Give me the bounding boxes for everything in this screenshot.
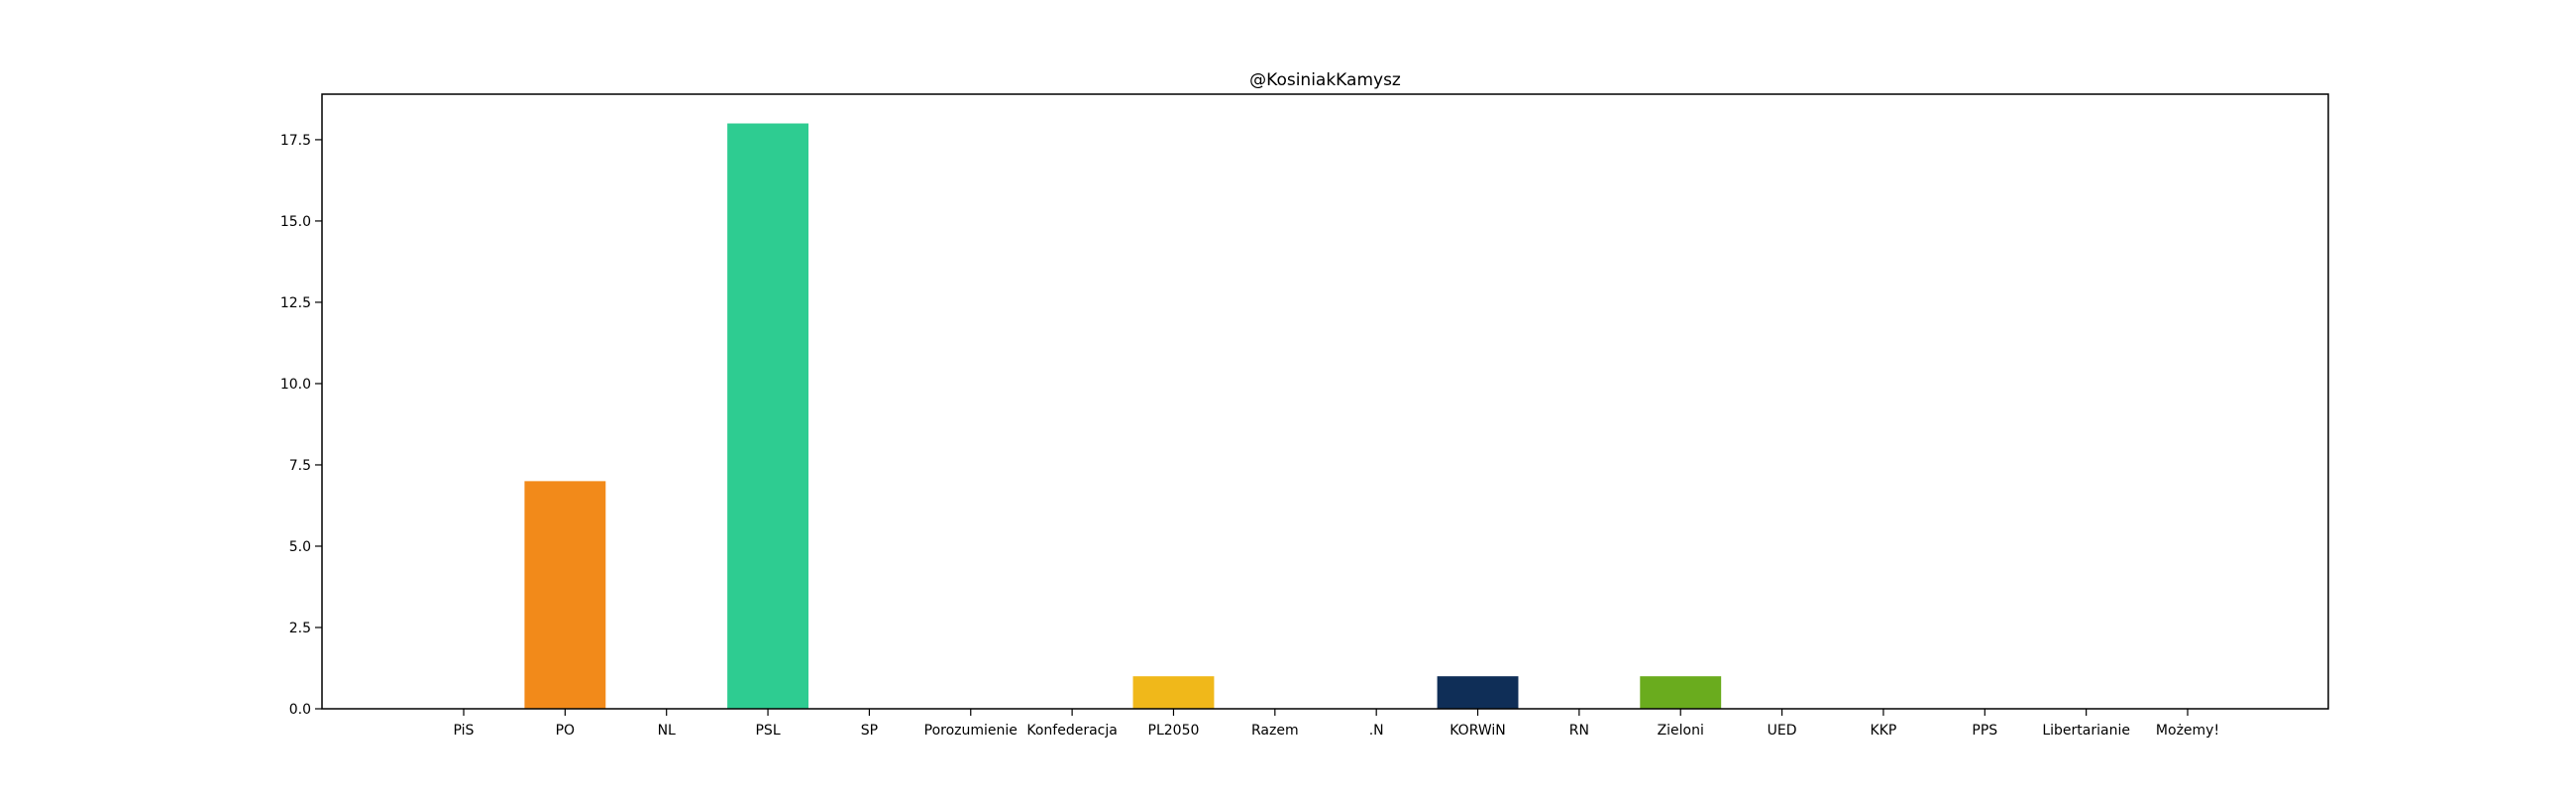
x-axis: PiS PO NL PSL SP Porozumienie Konfederacja PL20…: [454, 709, 2219, 739]
bar-psl: [727, 123, 808, 710]
y-axis: 0.0 2.5 5.0 7.5 10.0 12.5 15.0 17.5: [280, 133, 322, 718]
x-tick-label: Porozumienie: [924, 723, 1018, 739]
x-tick-label: KKP: [1871, 723, 1897, 739]
x-tick-label: Razem: [1251, 723, 1299, 739]
y-tick-label: 15.0: [280, 214, 311, 230]
y-tick-label: 10.0: [280, 377, 311, 393]
x-tick-label: Możemy!: [2156, 723, 2219, 739]
x-tick-label: .N: [1369, 723, 1384, 739]
bars-layer: [524, 123, 1722, 710]
y-tick-label: 7.5: [289, 458, 311, 474]
x-tick-label: KORWiN: [1449, 723, 1506, 739]
y-tick-label: 5.0: [289, 539, 311, 555]
plot-frame: [321, 93, 2329, 710]
bar-pl2050: [1132, 676, 1215, 709]
x-tick-label: PL2050: [1148, 723, 1200, 739]
x-tick-label: PO: [556, 723, 575, 739]
bar-zieloni: [1640, 676, 1722, 709]
chart-title: @KosiniakKamysz: [1249, 70, 1401, 90]
x-tick-label: PSL: [755, 723, 780, 739]
y-tick-label: 0.0: [289, 702, 311, 718]
y-tick-label: 17.5: [280, 133, 311, 149]
x-tick-label: RN: [1569, 723, 1589, 739]
x-tick-label: PiS: [454, 723, 475, 739]
x-tick-label: PPS: [1972, 723, 1997, 739]
x-tick-label: UED: [1768, 723, 1797, 739]
y-tick-label: 12.5: [280, 295, 311, 311]
bar-korwin: [1437, 676, 1519, 709]
x-tick-label: SP: [861, 723, 878, 739]
x-tick-label: Libertarianie: [2042, 723, 2130, 739]
x-tick-label: Konfederacja: [1026, 723, 1117, 739]
bar-po: [524, 481, 606, 709]
y-tick-label: 2.5: [289, 621, 311, 636]
x-tick-label: NL: [658, 723, 676, 739]
x-tick-label: Zieloni: [1658, 723, 1704, 739]
